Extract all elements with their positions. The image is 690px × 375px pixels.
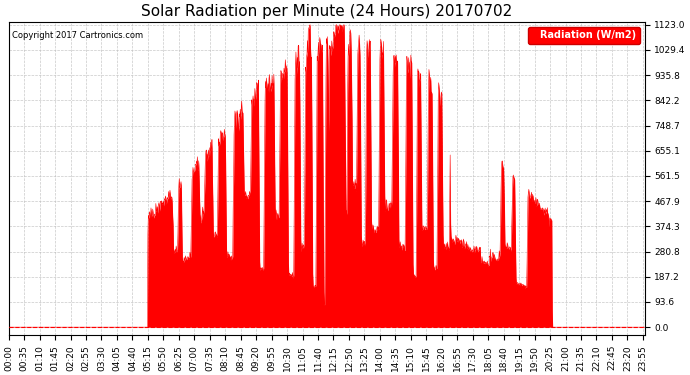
Title: Solar Radiation per Minute (24 Hours) 20170702: Solar Radiation per Minute (24 Hours) 20… [141,4,512,19]
Text: Copyright 2017 Cartronics.com: Copyright 2017 Cartronics.com [12,31,143,40]
Legend: Radiation (W/m2): Radiation (W/m2) [528,27,640,44]
